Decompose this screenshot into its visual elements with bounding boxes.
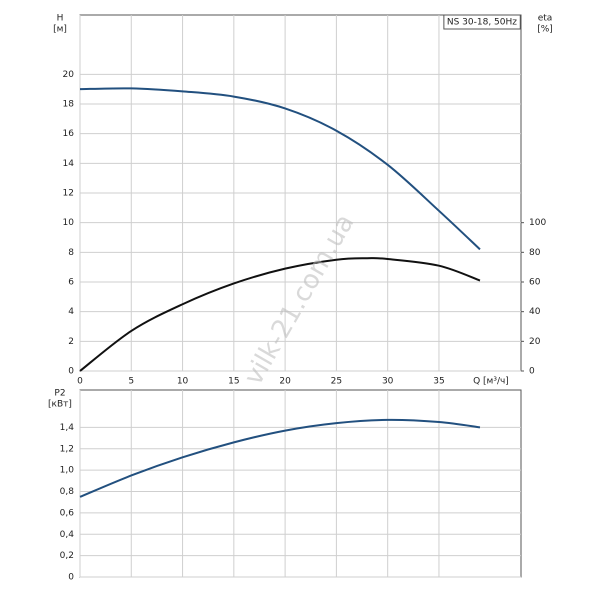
x-axis-label: Q [м³/ч] bbox=[473, 377, 509, 387]
y-tick-label: 0 bbox=[68, 573, 74, 583]
y-axis-label: P2 bbox=[54, 389, 65, 399]
watermark: vilk-21.com.ua bbox=[239, 209, 361, 390]
y-tick-label: 8 bbox=[68, 248, 74, 258]
y-tick-label: 0,2 bbox=[60, 551, 74, 561]
page: 0 5 10 15 20 25 30 35 0 2 4 6 8 10 12 14 16 18 20 0 20 40 60 80… bbox=[0, 0, 600, 600]
y-tick-label: 18 bbox=[63, 100, 75, 110]
curve bbox=[80, 420, 480, 497]
y2-tick-label: 40 bbox=[529, 307, 541, 317]
y-tick-label: 0,6 bbox=[60, 508, 75, 518]
y2-tick-label: 80 bbox=[529, 248, 541, 258]
y2-tick-label: 60 bbox=[529, 278, 541, 288]
y2-tick-label: 100 bbox=[529, 218, 546, 228]
x-tick-label: 30 bbox=[382, 377, 394, 387]
x-tick-label: 0 bbox=[77, 377, 83, 387]
y-axis-unit: [кВт] bbox=[48, 400, 72, 410]
y-tick-label: 20 bbox=[63, 70, 75, 80]
y-axis-label: H bbox=[57, 14, 64, 24]
x-tick-label: 35 bbox=[433, 377, 444, 387]
y-tick-label: 14 bbox=[63, 159, 75, 169]
y-tick-label: 1,4 bbox=[60, 423, 75, 433]
curve bbox=[80, 88, 480, 249]
x-tick-label: 20 bbox=[279, 377, 291, 387]
y-tick-label: 1,2 bbox=[60, 444, 74, 454]
y-tick-label: 12 bbox=[63, 189, 74, 199]
y-tick-label: 1,0 bbox=[60, 466, 75, 476]
plot-area bbox=[80, 390, 521, 577]
y2-tick-label: 20 bbox=[529, 337, 541, 347]
y-tick-label: 2 bbox=[68, 337, 74, 347]
x-tick-label: 25 bbox=[331, 377, 342, 387]
y2-tick-label: 0 bbox=[529, 367, 535, 377]
y-tick-label: 10 bbox=[63, 218, 75, 228]
x-tick-label: 15 bbox=[228, 377, 239, 387]
x-tick-label: 5 bbox=[128, 377, 134, 387]
y-tick-label: 16 bbox=[63, 129, 75, 139]
y-tick-label: 0 bbox=[68, 367, 74, 377]
y-tick-label: 4 bbox=[68, 307, 74, 317]
chart: 0 5 10 15 20 25 30 35 0 2 4 6 8 10 12 14 16 18 20 0 20 40 60 80… bbox=[0, 0, 600, 600]
x-tick-label: 10 bbox=[177, 377, 189, 387]
y-axis-unit: [м] bbox=[53, 25, 67, 35]
y2-axis-label: eta bbox=[538, 14, 553, 24]
y-tick-label: 0,8 bbox=[60, 487, 75, 497]
y-tick-label: 0,4 bbox=[60, 530, 75, 540]
annotation: NS 30-18, 50Hz bbox=[447, 18, 517, 28]
y-tick-label: 6 bbox=[68, 278, 74, 288]
y2-axis-unit: [%] bbox=[537, 25, 553, 35]
